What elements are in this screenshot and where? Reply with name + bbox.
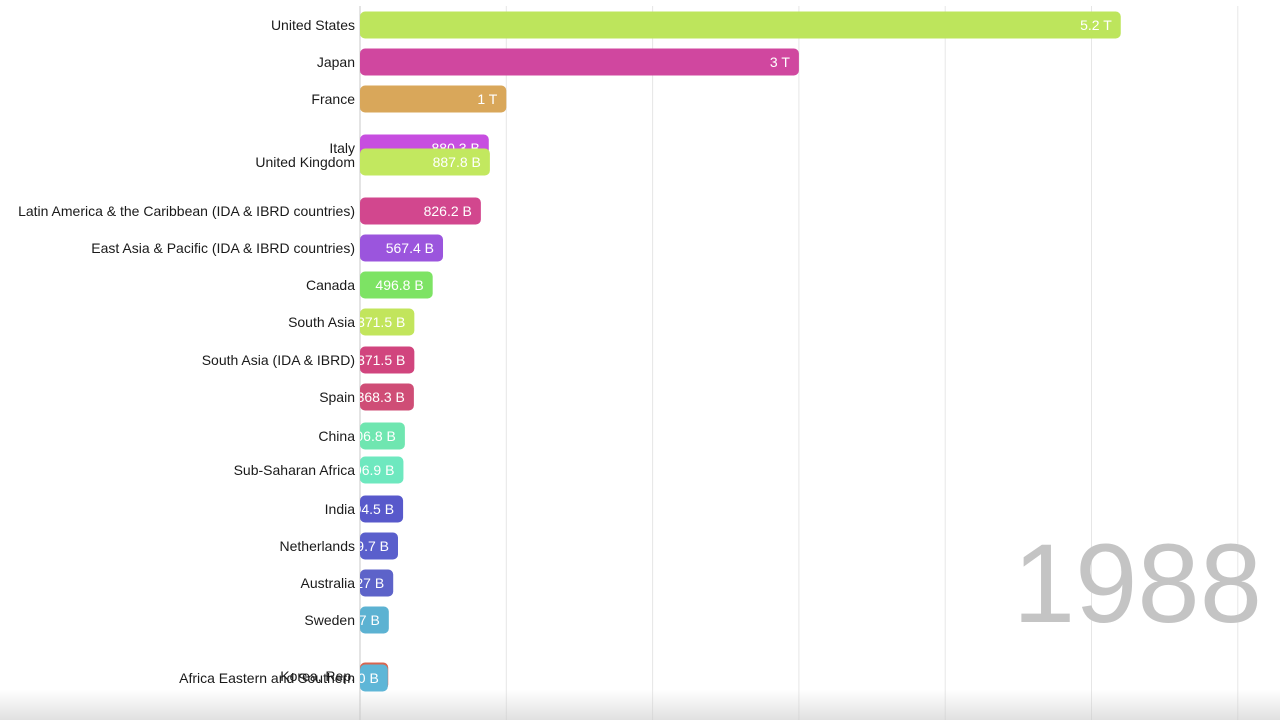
bar xyxy=(360,606,389,634)
category-label: Spain xyxy=(319,389,355,405)
bar xyxy=(360,234,444,262)
category-label: Korea, Rep. xyxy=(280,668,355,684)
category-label: Sub-Saharan Africa xyxy=(234,462,356,478)
category-label: United States xyxy=(271,17,355,33)
category-label: Netherlands xyxy=(280,538,356,554)
bar-value-label: 567.4 B xyxy=(386,240,434,256)
bar xyxy=(360,197,481,225)
bar-value-label: 368.3 B xyxy=(357,389,405,405)
bar-value-label: 1 T xyxy=(477,91,497,107)
bar xyxy=(360,346,415,374)
bar xyxy=(360,308,415,336)
category-label: South Asia xyxy=(288,314,355,330)
bar-row: 5.2 T United States xyxy=(271,11,1121,39)
bar-value-label: 197 B xyxy=(343,612,380,628)
category-label: Japan xyxy=(317,54,355,70)
bar-value-label: 294.5 B xyxy=(346,501,394,517)
bar-value-label: 3 T xyxy=(770,54,790,70)
bar xyxy=(360,664,388,692)
category-label: Sweden xyxy=(304,612,355,628)
category-label: China xyxy=(318,428,355,444)
bar-row: 826.2 B Latin America & the Caribbean (ID… xyxy=(18,197,481,225)
category-label: Australia xyxy=(301,575,356,591)
bar-row: 1 T France xyxy=(311,85,507,113)
bar-value-label: 496.8 B xyxy=(375,277,423,293)
bar xyxy=(360,85,507,113)
category-label: France xyxy=(311,91,355,107)
bar-row: 496.8 B Canada xyxy=(306,271,433,299)
bar-value-label: 5.2 T xyxy=(1080,17,1112,33)
bar xyxy=(360,569,394,597)
bar xyxy=(360,383,414,411)
bar xyxy=(360,11,1121,39)
category-label: United Kingdom xyxy=(255,154,355,170)
bar-value-label: 306.8 B xyxy=(348,428,396,444)
bar-row: 3 T Japan xyxy=(317,48,799,76)
bar-value-label: 887.8 B xyxy=(433,154,481,170)
category-label: Latin America & the Caribbean (IDA & IBR… xyxy=(18,203,355,219)
category-label: South Asia (IDA & IBRD) xyxy=(202,352,355,368)
year-label: 1988 xyxy=(1013,521,1262,646)
category-label: Canada xyxy=(306,277,355,293)
bar xyxy=(360,456,404,484)
bar xyxy=(360,148,490,176)
bar-row: 887.8 B United Kingdom xyxy=(255,148,490,176)
bar xyxy=(360,48,799,76)
bar-value-label: 826.2 B xyxy=(424,203,472,219)
bar-value-label: 371.5 B xyxy=(357,314,405,330)
bar xyxy=(360,271,433,299)
bar xyxy=(360,532,398,560)
bar-value-label: 296.9 B xyxy=(346,462,394,478)
bar-value-label: 371.5 B xyxy=(357,352,405,368)
category-label: Italy xyxy=(329,140,355,156)
bar-value-label: 227 B xyxy=(348,575,385,591)
bar-value-label: 259.7 B xyxy=(341,538,389,554)
category-label: Africa Eastern and Southern xyxy=(179,670,355,686)
bar xyxy=(360,422,405,450)
category-label: East Asia & Pacific (IDA & IBRD countrie… xyxy=(91,240,355,256)
category-label: India xyxy=(325,501,356,517)
bar-value-label: 190 B xyxy=(342,670,379,686)
gridlines xyxy=(359,6,1239,720)
bar-row: 567.4 B East Asia & Pacific (IDA & IBRD c… xyxy=(91,234,444,262)
bar xyxy=(360,495,404,523)
